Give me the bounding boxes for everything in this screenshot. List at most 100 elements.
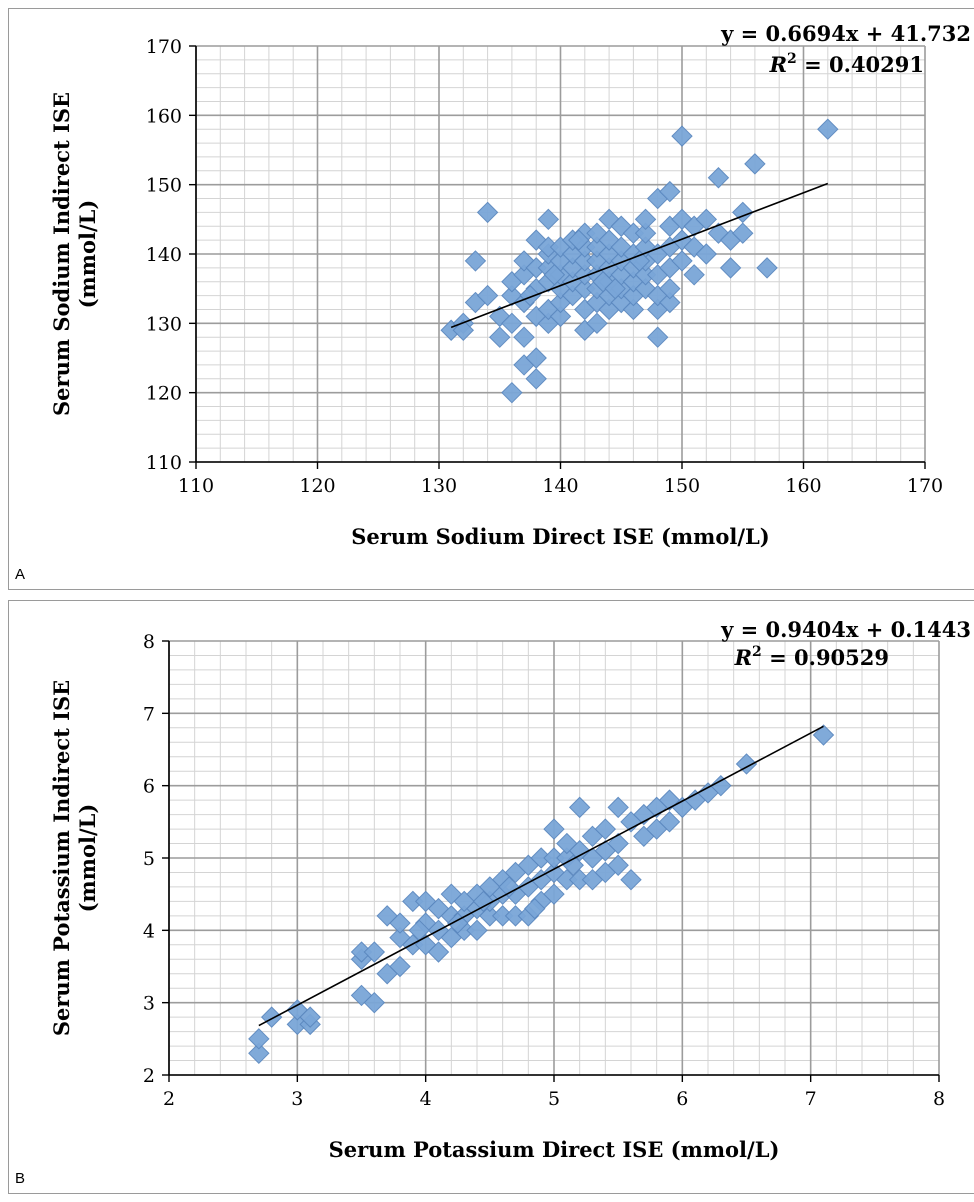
data-point — [414, 890, 437, 913]
data-point — [683, 236, 705, 258]
data-point — [683, 264, 705, 286]
data-point — [620, 868, 642, 891]
data-point — [498, 876, 520, 898]
data-point — [634, 208, 657, 231]
data-point — [299, 1006, 321, 1028]
data-point — [363, 941, 386, 963]
data-point — [695, 243, 718, 265]
data-points — [440, 118, 839, 404]
data-point — [634, 277, 657, 300]
data-point — [501, 312, 523, 335]
panel-label-a: A — [15, 566, 26, 583]
x-tick-label: 2 — [163, 1088, 175, 1110]
data-point — [607, 796, 629, 819]
x-tick-label: 110 — [178, 475, 214, 497]
data-point — [427, 941, 450, 963]
data-point — [513, 326, 535, 348]
r-squared-label: R2 = 0.90529 — [734, 644, 889, 670]
y-axis-title-unit: (mmol/L) — [75, 804, 100, 913]
data-point — [568, 840, 591, 862]
data-point — [610, 236, 632, 258]
x-tick-label: 5 — [548, 1088, 560, 1110]
data-point — [744, 153, 766, 175]
y-tick-label: 2 — [143, 1065, 155, 1087]
data-point — [568, 796, 591, 819]
data-point — [537, 208, 560, 231]
data-point — [671, 125, 693, 147]
data-point — [710, 774, 732, 797]
x-tick-label: 3 — [291, 1088, 303, 1110]
data-point — [568, 229, 590, 251]
data-point — [659, 277, 681, 300]
data-point — [586, 312, 608, 335]
y-tick-label: 5 — [143, 848, 155, 870]
y-axis-title: Serum Potassium Indirect ISE — [49, 680, 74, 1036]
data-point — [659, 180, 681, 203]
scatter-chart-a: 110 120 130 140 150 160 170 110 120 130 140 150 160 1… — [49, 21, 971, 549]
y-tick-label: 110 — [146, 452, 182, 474]
data-point — [817, 118, 839, 140]
y-tick-label: 7 — [143, 703, 155, 725]
y-tick-label: 4 — [143, 920, 155, 942]
x-tick-label: 160 — [785, 475, 821, 497]
data-point — [707, 167, 730, 189]
y-axis-title-unit: (mmol/L) — [75, 200, 100, 309]
y-tick-label: 170 — [146, 36, 182, 58]
data-point — [607, 832, 629, 855]
x-tick-label: 4 — [420, 1088, 432, 1110]
data-point — [476, 284, 499, 307]
x-tick-label: 120 — [299, 475, 335, 497]
data-point — [524, 897, 546, 920]
data-point — [466, 919, 488, 942]
data-point — [622, 298, 645, 321]
data-point — [525, 368, 547, 390]
trendline-equation: y = 0.6694x + 41.732 — [720, 21, 971, 46]
panel-label-b: B — [15, 1170, 26, 1187]
data-point — [756, 257, 778, 279]
data-point — [376, 905, 398, 927]
data-point — [389, 955, 411, 978]
data-point — [732, 222, 754, 244]
y-tick-label: 120 — [146, 383, 182, 405]
data-point — [489, 326, 511, 348]
data-point — [260, 1006, 283, 1028]
chart-panel-a: 110 120 130 140 150 160 170 110 120 130 140 150 160 1… — [8, 8, 974, 590]
data-point — [658, 811, 681, 833]
gridlines — [195, 45, 926, 463]
data-point — [525, 347, 547, 369]
trendline — [450, 182, 829, 329]
data-point — [607, 854, 629, 876]
y-axis-title: Serum Sodium Indirect ISE — [49, 92, 74, 416]
x-tick-label: 6 — [676, 1088, 688, 1110]
y-tick-label: 8 — [143, 631, 155, 653]
data-point — [519, 284, 541, 307]
data-point — [363, 991, 386, 1014]
r-squared-label: R2 = 0.40291 — [769, 51, 924, 77]
data-point — [543, 861, 565, 884]
data-point — [659, 291, 681, 314]
data-point — [646, 326, 669, 348]
data-point — [610, 215, 632, 237]
x-tick-label: 150 — [664, 475, 700, 497]
chart-panel-b: 2 3 4 5 6 7 8 2 3 4 5 6 7 8 Serum Potassium Direct ISE… — [8, 600, 974, 1194]
data-point — [634, 222, 657, 244]
y-tick-label: 3 — [143, 993, 155, 1015]
y-tick-label: 160 — [146, 105, 182, 127]
data-point — [389, 912, 411, 934]
x-tick-label: 130 — [421, 475, 457, 497]
data-point — [501, 381, 523, 404]
x-axis-title: Serum Potassium Direct ISE (mmol/L) — [329, 1137, 780, 1162]
data-point — [594, 818, 617, 840]
data-point — [735, 753, 758, 775]
y-tick-label: 6 — [143, 776, 155, 798]
data-point — [543, 264, 566, 286]
data-point — [472, 890, 495, 913]
data-point — [543, 883, 565, 905]
x-axis-title: Serum Sodium Direct ISE (mmol/L) — [351, 524, 769, 549]
data-point — [549, 305, 572, 328]
data-point — [604, 277, 626, 300]
x-tick-label: 170 — [907, 475, 943, 497]
data-point — [543, 818, 565, 840]
data-point — [248, 1042, 270, 1065]
scatter-chart-b: 2 3 4 5 6 7 8 2 3 4 5 6 7 8 Serum Potassium Direct ISE… — [49, 617, 971, 1162]
